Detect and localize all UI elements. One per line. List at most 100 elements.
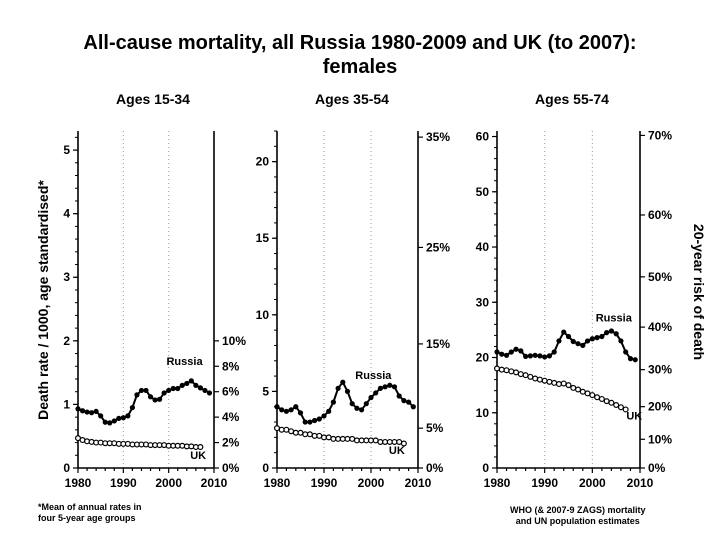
panel-1-x-tick-label: 1980 xyxy=(65,476,92,490)
panel-1-series-russia-point xyxy=(166,387,172,394)
panel-2-series-uk-point xyxy=(349,435,356,442)
panel-3-series-uk-point xyxy=(608,399,615,406)
panel-3-series-russia-point xyxy=(508,349,514,355)
panel-3-series-uk-point xyxy=(622,406,629,413)
panel-3-series-uk-point xyxy=(617,404,624,411)
panel-2-series-uk-point xyxy=(274,425,281,432)
footnote-left: *Mean of annual rates in four 5-year age… xyxy=(38,502,142,524)
panel-3-series-uk-point xyxy=(598,395,605,402)
panel-3-series-russia-point xyxy=(627,356,634,362)
panel-3-series-uk-point xyxy=(579,388,586,395)
panel-1-y-tick-label: 2 xyxy=(63,334,70,348)
panel-3-series-uk-point xyxy=(527,373,534,380)
panel-2-series-uk-point xyxy=(368,437,375,444)
panel-2-series-uk-point xyxy=(400,440,407,447)
panel-2-series-uk-point xyxy=(292,429,299,436)
panel-3-series-russia-point xyxy=(523,353,529,360)
panel-2-series-russia-point xyxy=(340,379,346,385)
panel-2-series-uk-point xyxy=(297,429,304,436)
panel-3-x-tick-label: 1980 xyxy=(484,476,511,490)
panel-3-series-russia-point xyxy=(575,341,581,347)
panel-3-series-uk-point xyxy=(584,390,591,397)
panel-1-right-tick-label: 2% xyxy=(222,436,240,450)
panel-2-series-uk-point xyxy=(377,438,384,445)
panel-1-series-russia-point xyxy=(75,406,81,412)
panel-3-series-russia-point xyxy=(513,346,519,352)
panel-1-series-russia-point xyxy=(138,387,145,394)
panel-3-x-tick-label: 2000 xyxy=(579,476,606,490)
panel-title-35-54: Ages 35-54 xyxy=(315,91,389,107)
footnote-right-line2: and UN population estimates xyxy=(515,516,640,526)
panel-1-y-tick-label: 0 xyxy=(63,461,70,475)
panel-1-right-tick-label: 0% xyxy=(222,461,240,475)
panel-title-55-74: Ages 55-74 xyxy=(535,91,609,107)
panel-1-series-russia-point xyxy=(197,385,203,391)
panel-3-right-tick-label: 20% xyxy=(648,400,672,414)
footnote-right-line1: WHO (& 2007-9 ZAGS) mortality xyxy=(510,505,646,515)
panel-2-series-uk-point xyxy=(335,435,342,442)
panel-3-series-russia-point xyxy=(561,329,567,335)
panel-1-series-russia-point xyxy=(129,404,135,411)
panel-3-right-tick-label: 40% xyxy=(648,320,672,334)
panel-1-series-russia-point xyxy=(84,409,90,415)
panel-3-series-uk-point xyxy=(508,368,515,375)
panel-2-series-russia-point xyxy=(344,388,351,395)
panel-2-right-tick-label: 35% xyxy=(426,130,450,144)
panel-1-series-russia-point xyxy=(152,397,158,403)
chart-title-line2: females xyxy=(322,56,398,78)
panel-3-right-tick-label: 10% xyxy=(648,432,672,446)
panel-1-right-tick-label: 6% xyxy=(222,385,240,399)
panel-1-right-tick-label: 10% xyxy=(222,334,246,348)
panel-2-series-russia-point xyxy=(279,407,285,413)
panel-3-series-uk-point xyxy=(575,386,582,393)
panel-3-series-uk-point xyxy=(522,372,529,379)
panel-1-series-russia-point xyxy=(98,413,104,419)
panel-3-series-russia-point xyxy=(527,353,533,359)
panel-2-series-uk-point xyxy=(363,437,370,444)
panel-3-series-russia-point xyxy=(518,348,524,354)
chart-title-line1: All-cause mortality, all Russia 1980-200… xyxy=(83,32,637,54)
panel-1-x-tick-label: 1990 xyxy=(110,476,137,490)
panel-title-15-34: Ages 15-34 xyxy=(116,91,190,107)
panel-3-series-russia-point xyxy=(532,352,538,358)
panel-1-y-tick-label: 4 xyxy=(63,207,70,221)
panel-3-series-russia-point xyxy=(604,330,610,336)
panel-2-series-russia-point xyxy=(377,385,383,391)
panel-2-right-tick-label: 0% xyxy=(426,461,444,475)
panel-2-series-uk-point xyxy=(325,434,332,441)
panel-2-series-uk-point xyxy=(382,438,389,445)
panel-3-series-russia-point xyxy=(599,333,605,340)
panel-1-series-russia-point xyxy=(120,415,126,421)
panel-1-series-russia-line xyxy=(77,379,210,424)
panel-2-series-russia-point xyxy=(349,401,355,407)
panel-1-series-russia-point xyxy=(143,387,149,394)
panel-1-label-uk: UK xyxy=(190,450,206,462)
panel-1-series-russia-point xyxy=(179,382,185,388)
panel-3-series-uk-point xyxy=(555,381,562,388)
panel-3-series-uk-point xyxy=(494,365,501,372)
footnote-left-line2: four 5-year age groups xyxy=(38,513,136,523)
panel-3-series-uk-point xyxy=(551,379,558,386)
panel-1-series-russia-point xyxy=(111,418,117,424)
panel-2-y-tick-label: 10 xyxy=(256,308,270,322)
panel-3-series-uk-point xyxy=(513,369,520,376)
panel-3-series-uk-point xyxy=(498,366,505,373)
footnote-right: WHO (& 2007-9 ZAGS) mortality and UN pop… xyxy=(510,505,646,527)
panel-1-x-tick-label: 2000 xyxy=(155,476,182,490)
panel-2-series-russia-point xyxy=(363,401,369,407)
panel-1-series-russia-point xyxy=(175,385,181,392)
panel-3-series-russia-point xyxy=(499,351,505,357)
panel-3-series-russia-point xyxy=(594,335,600,341)
panel-1-series-russia-point xyxy=(147,394,154,400)
panel-2-series-russia-point xyxy=(297,410,304,416)
panel-3-series-uk-point xyxy=(570,384,577,391)
panel-2-label-russia: Russia xyxy=(355,370,392,382)
panel-3-right-tick-label: 70% xyxy=(648,128,672,142)
panel-2-y-tick-label: 0 xyxy=(262,461,269,475)
panel-2-series-uk-point xyxy=(391,438,398,445)
panel-2-series-russia-point xyxy=(316,416,322,422)
panel-1-series-russia-point xyxy=(157,396,163,402)
panel-1-right-tick-label: 4% xyxy=(222,410,240,424)
panel-2-series-russia-point xyxy=(326,408,332,414)
panel-3-series-russia-point xyxy=(542,354,548,360)
